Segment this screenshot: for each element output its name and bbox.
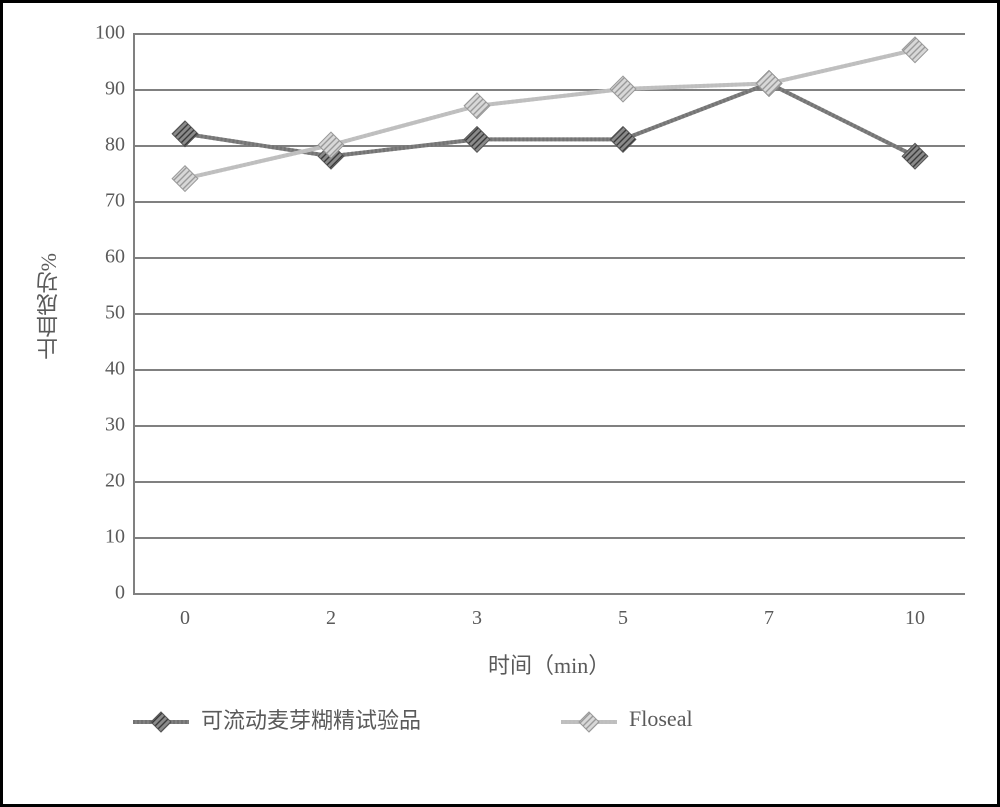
series-line [185, 50, 915, 179]
series-marker [756, 71, 782, 97]
x-tick-label: 10 [905, 607, 925, 630]
series-marker [610, 76, 636, 102]
legend: 可流动麦芽糊精试验品 Floseal [133, 703, 693, 735]
series-marker [610, 127, 636, 153]
x-tick-label: 5 [618, 607, 628, 630]
series-line-texture [185, 83, 915, 156]
x-tick-label: 3 [472, 607, 482, 630]
y-tick-label: 80 [105, 134, 125, 157]
y-tick-label: 30 [105, 414, 125, 437]
series-svg [135, 33, 965, 593]
y-tick-label: 100 [95, 22, 125, 45]
legend-item: 可流动麦芽糊精试验品 [133, 703, 421, 735]
x-tick-label: 0 [180, 607, 190, 630]
legend-label: Floseal [629, 706, 693, 732]
series-line [185, 83, 915, 156]
y-tick-label: 50 [105, 302, 125, 325]
legend-item: Floseal [561, 706, 693, 732]
y-tick-label: 0 [115, 582, 125, 605]
x-tick-label: 2 [326, 607, 336, 630]
series-marker [902, 143, 928, 169]
x-tick-label: 7 [764, 607, 774, 630]
legend-swatch [561, 712, 617, 726]
series-marker [172, 166, 198, 192]
y-tick-label: 40 [105, 358, 125, 381]
y-tick-label: 10 [105, 526, 125, 549]
series-marker [464, 127, 490, 153]
legend-swatch [133, 712, 189, 726]
series-marker [902, 37, 928, 63]
y-tick-label: 90 [105, 78, 125, 101]
y-tick-label: 20 [105, 470, 125, 493]
plot-area: 01020304050607080901000235710 [133, 33, 965, 595]
series-marker [172, 121, 198, 147]
y-axis-title: 止血成功% [33, 253, 65, 359]
chart-frame: 01020304050607080901000235710 止血成功% 时间（m… [0, 0, 1000, 807]
legend-label: 可流动麦芽糊精试验品 [201, 703, 421, 735]
y-tick-label: 70 [105, 190, 125, 213]
x-axis-title: 时间（min） [488, 648, 610, 680]
series-line-texture [185, 50, 915, 179]
series-marker [464, 93, 490, 119]
y-tick-label: 60 [105, 246, 125, 269]
